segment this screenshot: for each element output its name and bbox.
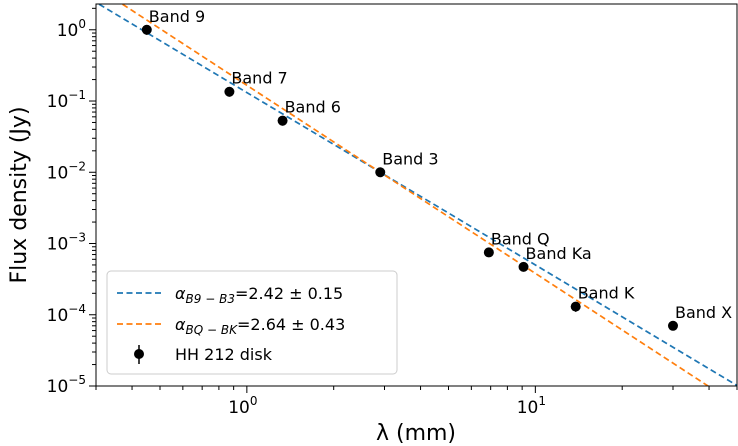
point-label: Band 6	[285, 98, 341, 117]
data-point	[375, 167, 386, 178]
data-point	[277, 115, 288, 126]
legend-entry-disk: HH 212 disk	[175, 345, 273, 364]
data-point	[518, 261, 529, 272]
point-label: Band X	[675, 303, 732, 322]
x-axis-label: λ (mm)	[376, 421, 456, 446]
y-tick-label: 10−2	[47, 159, 86, 183]
x-axis-ticks: 100 101	[95, 386, 738, 418]
legend-marker-point	[134, 349, 144, 359]
point-label: Band Ka	[526, 244, 592, 263]
legend-sub-1: B9 − B3	[186, 292, 235, 306]
y-tick-label: 10−3	[47, 231, 86, 255]
point-label: Band 3	[382, 149, 438, 168]
data-point	[224, 86, 235, 97]
x-tick-label: 100	[228, 394, 257, 418]
y-tick-label: 10−4	[47, 302, 86, 326]
x-tick-label: 101	[517, 394, 546, 418]
data-point	[483, 247, 494, 258]
y-tick-label: 10−5	[47, 373, 86, 397]
legend-rest-2: =2.64 ± 0.43	[237, 315, 345, 334]
legend-entry-bq-bk: αBQ − BK=2.64 ± 0.43	[175, 315, 345, 337]
y-tick-label: 10−1	[47, 88, 86, 112]
data-point	[570, 301, 581, 312]
data-points	[141, 24, 678, 331]
y-axis-ticks: 100 10−1 10−2 10−3 10−4 10−5	[47, 7, 96, 397]
fit-lines	[97, 4, 737, 386]
plot-frame	[95, 3, 738, 387]
legend-alpha-2: α	[175, 315, 186, 334]
legend-alpha-1: α	[175, 284, 186, 303]
legend-rest-1: =2.42 ± 0.15	[235, 284, 343, 303]
data-point	[667, 320, 678, 331]
legend-entry-b9-b3: αB9 − B3=2.42 ± 0.15	[175, 284, 343, 306]
point-label: Band 7	[231, 69, 287, 88]
data-point	[141, 24, 152, 35]
point-label: Band K	[578, 284, 635, 303]
legend: αB9 − B3=2.42 ± 0.15 αBQ − BK=2.64 ± 0.4…	[106, 270, 398, 375]
point-label: Band 9	[149, 7, 205, 26]
legend-box	[106, 270, 398, 375]
legend-sub-2: BQ − BK	[186, 323, 239, 337]
y-axis-label: Flux density (Jy)	[7, 106, 32, 283]
point-label: Band Q	[491, 229, 550, 248]
fit-line-1	[97, 4, 737, 386]
y-tick-label: 100	[57, 17, 86, 41]
